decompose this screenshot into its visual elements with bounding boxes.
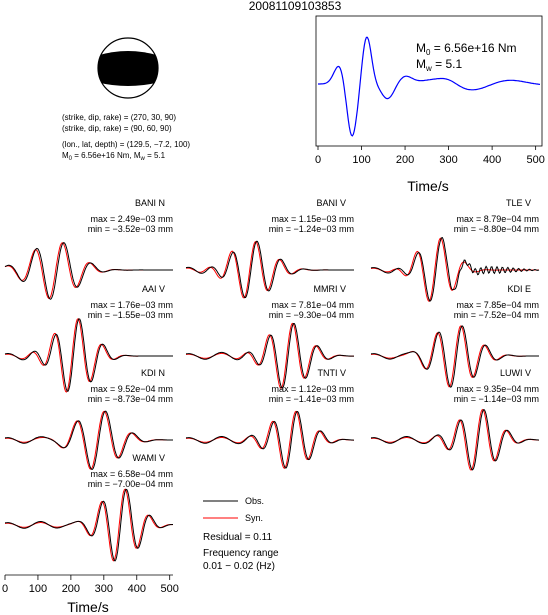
observed-waveform xyxy=(4,488,173,562)
hypocenter-location: (lon., lat, depth) = (129.5, −7.2, 100) xyxy=(62,140,190,149)
beach-ball-compressional-quadrant xyxy=(98,51,158,86)
trace-max-label: max = 2.49e−03 mm xyxy=(90,214,173,224)
trace-max-label: max = 1.76e−03 mm xyxy=(90,300,173,310)
trace-station-label: TLE V xyxy=(506,198,531,208)
synthetic-waveform xyxy=(370,237,539,302)
moment-panel-x-tick-label: 200 xyxy=(396,154,414,166)
trace-min-label: min = −1.14e−03 mm xyxy=(454,394,539,404)
trace-max-label: max = 1.12e−03 mm xyxy=(271,384,354,394)
trace-min-label: min = −8.73e−04 mm xyxy=(88,394,173,404)
observed-waveform xyxy=(370,325,539,388)
trace-max-label: max = 7.81e−04 mm xyxy=(271,300,354,310)
observed-waveform xyxy=(4,242,173,300)
trace-min-label: min = −7.00e−04 mm xyxy=(88,479,173,489)
legend-syn-label: Syn. xyxy=(245,513,263,523)
trace-station-label: BANI V xyxy=(316,198,346,208)
trace-min-label: min = −8.80e−04 mm xyxy=(454,224,539,234)
mechanism-info: (strike, dip, rake) = (270, 30, 90) (str… xyxy=(62,113,190,162)
waveform-x-tick-label: 500 xyxy=(161,583,179,595)
trace-station-label: WAMI V xyxy=(132,453,165,463)
event-title: 20081109103853 xyxy=(249,0,342,13)
moment-mw-label: Mw = 5.1 xyxy=(416,57,462,73)
waveform-x-tick-label: 200 xyxy=(62,583,80,595)
trace-station-label: KDI E xyxy=(507,284,531,294)
moment-panel-x-tick-label: 100 xyxy=(352,154,370,166)
moment-panel-x-tick-label: 400 xyxy=(483,154,501,166)
waveform-x-label: Time/s xyxy=(67,599,108,615)
moment-panel-x-tick-label: 0 xyxy=(315,154,321,166)
waveform-x-tick-label: 300 xyxy=(95,583,113,595)
nodal-plane-1: (strike, dip, rake) = (270, 30, 90) xyxy=(62,113,176,122)
observed-waveform xyxy=(370,409,539,471)
trace-station-label: AAI V xyxy=(142,284,165,294)
trace-min-label: min = −1.24e−03 mm xyxy=(269,224,354,234)
trace-max-label: max = 1.15e−03 mm xyxy=(271,214,354,224)
observed-waveform xyxy=(4,318,173,392)
trace-station-label: KDI N xyxy=(141,368,165,378)
trace-max-label: max = 9.52e−04 mm xyxy=(90,384,173,394)
trace-station-label: LUWI V xyxy=(500,368,531,378)
observed-waveform xyxy=(370,237,540,302)
waveform-x-axis: 0 100 200 300 400 500 xyxy=(2,574,179,595)
synthetic-waveform xyxy=(4,488,173,562)
trace-max-label: max = 7.85e−04 mm xyxy=(456,300,539,310)
synthetic-waveform xyxy=(185,322,354,389)
trace-station-label: TNTI V xyxy=(318,368,347,378)
beach-ball xyxy=(97,37,159,99)
trace-min-label: min = −1.55e−03 mm xyxy=(88,310,173,320)
moment-panel-x-label: Time/s xyxy=(407,178,448,194)
moment-panel-x-axis: 0 100 200 300 400 500 xyxy=(315,146,545,166)
waveform-x-tick-label: 100 xyxy=(29,583,47,595)
trace-min-label: min = −7.52e−04 mm xyxy=(454,310,539,320)
moment-panel-x-tick-label: 500 xyxy=(526,154,544,166)
moment-summary: M0 = 6.56e+16 Nm, Mw = 5.1 xyxy=(62,151,166,162)
synthetic-waveform xyxy=(185,410,354,469)
legend-obs-label: Obs. xyxy=(245,496,264,506)
moment-rate-curve xyxy=(318,36,541,137)
waveform-x-tick-label: 400 xyxy=(128,583,146,595)
moment-panel: M0 = 6.56e+16 Nm Mw = 5.1 0 100 200 300 400 5… xyxy=(315,15,545,194)
trace-station-label: BANI N xyxy=(135,198,165,208)
nodal-plane-2: (strike, dip, rake) = (90, 60, 90) xyxy=(62,124,172,133)
trace-min-label: min = −1.41e−03 mm xyxy=(269,394,354,404)
waveform-x-tick-label: 0 xyxy=(2,583,8,595)
trace-max-label: max = 9.35e−04 mm xyxy=(456,384,539,394)
moment-panel-x-tick-label: 300 xyxy=(439,154,457,166)
frequency-range-value: 0.01 − 0.02 (Hz) xyxy=(203,561,275,572)
trace-max-label: max = 6.58e−04 mm xyxy=(90,469,173,479)
trace-min-label: min = −3.52e−03 mm xyxy=(88,224,173,234)
observed-waveform xyxy=(185,240,354,299)
trace-max-label: max = 8.79e−04 mm xyxy=(456,214,539,224)
observed-waveform xyxy=(185,410,354,469)
observed-waveform xyxy=(185,322,354,389)
observed-waveform xyxy=(4,410,173,470)
trace-station-label: MMRI V xyxy=(314,284,347,294)
moment-panel-frame xyxy=(315,15,543,147)
residual-value: Residual = 0.11 xyxy=(203,532,272,543)
frequency-range-label: Frequency range xyxy=(203,548,279,559)
moment-m0-label: M0 = 6.56e+16 Nm xyxy=(416,41,517,57)
trace-min-label: min = −9.30e−04 mm xyxy=(269,310,354,320)
legend: Obs. Syn. Residual = 0.11 Frequency rang… xyxy=(203,496,279,572)
